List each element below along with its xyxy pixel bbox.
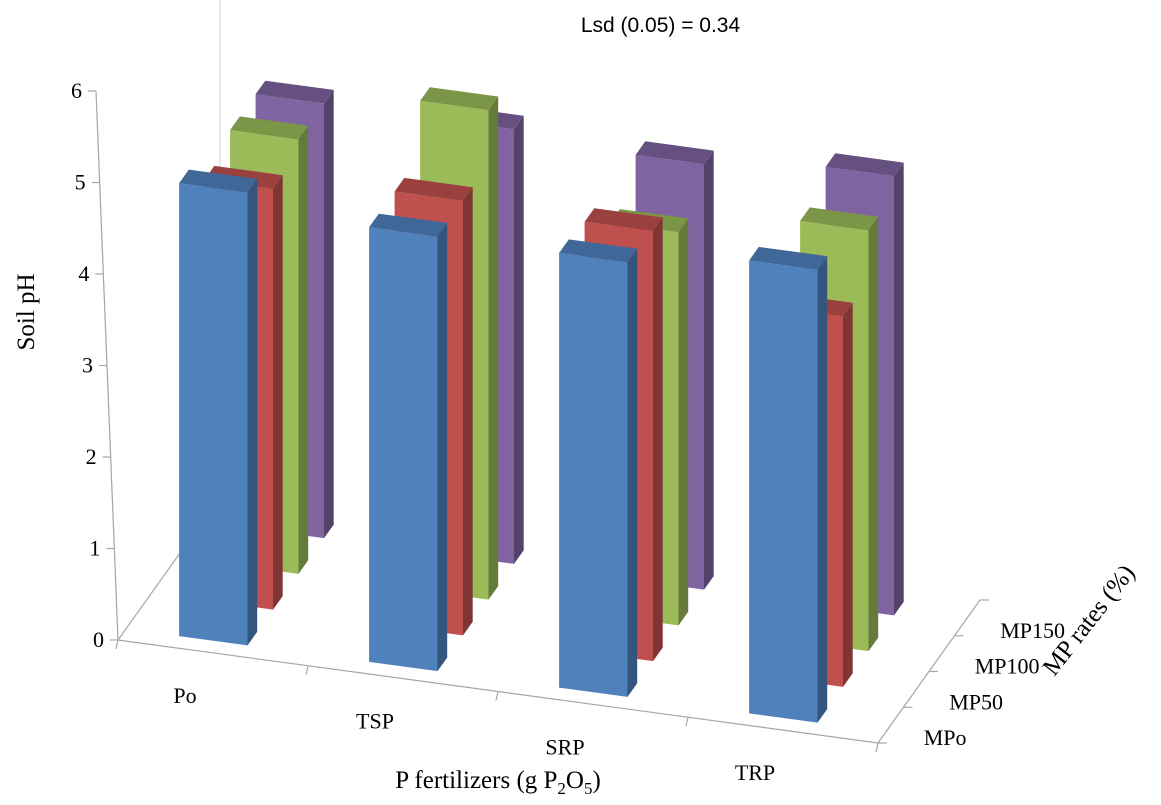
bar-side-face (273, 175, 283, 610)
depth-tick-label: MP50 (949, 689, 1003, 714)
bar-side-face (324, 89, 334, 539)
bar-MPo-Po (179, 169, 258, 646)
bar-top-face (559, 239, 638, 263)
bar-side-face (817, 256, 828, 723)
bars (179, 80, 904, 723)
depth-tick-label: MPo (924, 725, 967, 750)
bar-side-face (653, 217, 663, 662)
bar-side-face (894, 162, 904, 616)
bar-side-face (247, 178, 258, 646)
bar-side-face (463, 187, 473, 636)
bar-side-face (488, 96, 499, 600)
bar-side-face (437, 222, 448, 672)
bar-top-face (635, 141, 714, 165)
x-tick (495, 691, 499, 701)
bar-side-face (627, 248, 638, 697)
y-tick-label: 0 (93, 627, 104, 652)
bar-top-face (749, 246, 828, 270)
bar-top-face (255, 80, 334, 104)
y-axis-title: Soil pH (13, 273, 40, 350)
bar-top-face (584, 208, 663, 232)
y-axis: 0 1 2 3 4 5 6 (71, 78, 119, 652)
bar-top-face (800, 207, 879, 231)
bar-front-face (179, 183, 248, 646)
y-tick-label: 6 (71, 78, 82, 103)
x-tick-label: TRP (735, 760, 775, 785)
bar-side-face (843, 302, 853, 687)
bar-top-face (394, 177, 473, 201)
depth-tick-label: MP150 (1000, 618, 1065, 643)
depth-tick-label: MP100 (975, 654, 1040, 679)
y-tick-label: 5 (75, 170, 86, 195)
y-tick-label: 1 (89, 536, 100, 561)
bar-MPo-SRP (559, 239, 638, 697)
x-tick (685, 717, 689, 727)
chart-annotation: Lsd (0.05) = 0.34 (0, 14, 1161, 38)
bar-top-face (369, 213, 448, 237)
bar-top-face (825, 153, 904, 177)
bar-side-face (678, 218, 689, 626)
x-tick (115, 639, 119, 650)
bar-MPo-TSP (369, 213, 448, 672)
x-axis-title: P fertilizers (g P2O5) (395, 767, 601, 798)
y-tick-label: 2 (86, 444, 97, 469)
bar-front-face (369, 227, 438, 672)
bar-MPo-TRP (749, 246, 828, 723)
bar-side-face (868, 216, 879, 652)
x-tick (875, 742, 879, 753)
bar-top-face (420, 87, 499, 111)
lsd-label: Lsd (0.05) = 0.34 (580, 14, 741, 37)
x-tick-label: SRP (545, 734, 584, 759)
y-tick-label: 4 (78, 261, 89, 286)
bar-top-face (179, 169, 258, 193)
bar-side-face (298, 125, 309, 574)
bar-side-face (704, 150, 714, 590)
x-tick-label: TSP (356, 709, 394, 734)
y-tick-label: 3 (82, 353, 93, 378)
x-tick (305, 665, 309, 675)
bar-side-face (514, 115, 524, 564)
bar-top-face (230, 116, 309, 140)
x-tick-label: Po (173, 683, 196, 708)
bar-front-face (559, 253, 628, 697)
bar-front-face (749, 260, 818, 723)
